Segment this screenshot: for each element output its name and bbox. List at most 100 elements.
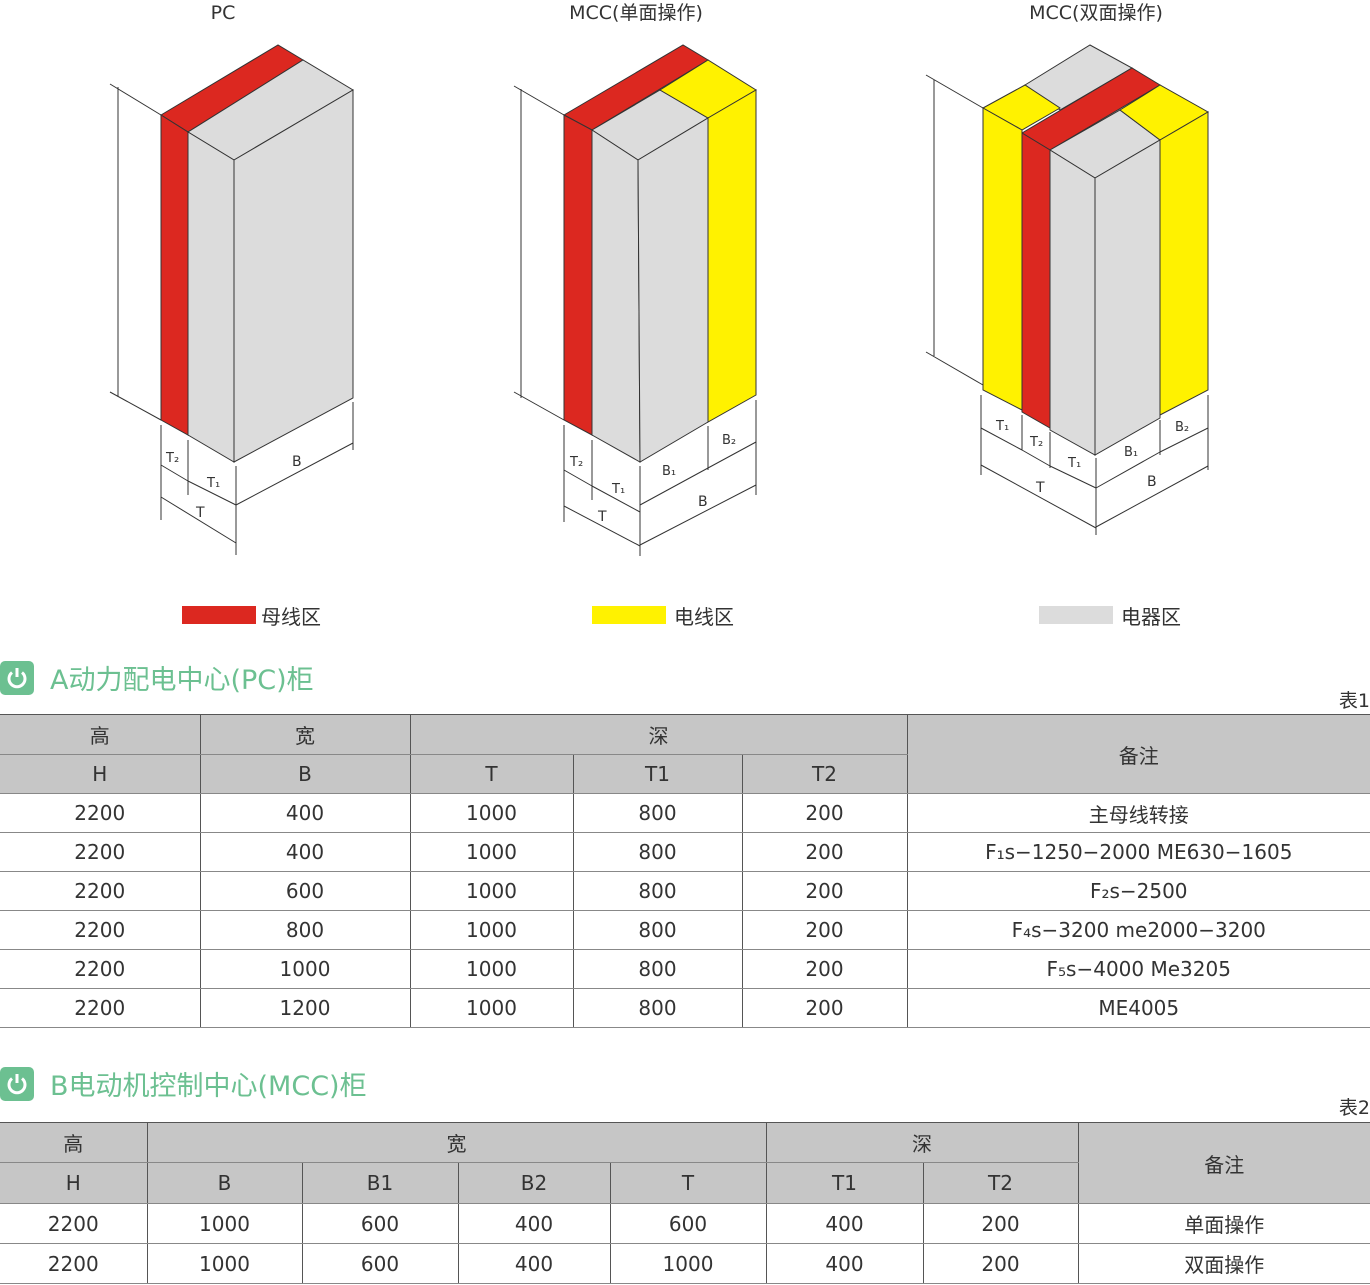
label-b1: B₁ bbox=[1124, 445, 1138, 460]
table-cell: 800 bbox=[199, 910, 410, 950]
table-cell: 1000 bbox=[199, 949, 410, 989]
table-cell: 1000 bbox=[409, 871, 573, 911]
power-icon bbox=[0, 660, 34, 695]
table-cell: F₂s−2500 bbox=[906, 871, 1370, 911]
header-depth: 深 bbox=[409, 714, 907, 755]
table-cell: 400 bbox=[765, 1203, 923, 1244]
table-cell: 200 bbox=[741, 949, 907, 989]
header-t: T bbox=[609, 1162, 766, 1204]
cabinet-mcc-double: T₁ T₂ T₁ T B₁ B₂ B bbox=[925, 44, 1210, 535]
table-row: 2200 1000 600 400 600 400 200 单面操作 bbox=[0, 1203, 1370, 1244]
label-b1: B₁ bbox=[662, 464, 676, 479]
table-cell: 200 bbox=[741, 793, 907, 833]
title-pc: PC bbox=[211, 2, 236, 24]
table-cell: 2200 bbox=[0, 1203, 147, 1244]
table-cell: 2200 bbox=[0, 949, 200, 989]
label-t: T bbox=[597, 509, 607, 525]
table-cell: 1000 bbox=[409, 988, 573, 1028]
label-b2: B₂ bbox=[1175, 420, 1189, 435]
table-cell: 2200 bbox=[0, 871, 200, 911]
table-cell: 600 bbox=[609, 1203, 766, 1244]
table-row: 2200 1200 1000 800 200 ME4005 bbox=[0, 988, 1370, 1028]
label-t1: T₁ bbox=[1067, 456, 1081, 471]
table-row: 2200 600 1000 800 200 F₂s−2500 bbox=[0, 871, 1370, 911]
table-cell: 600 bbox=[301, 1243, 458, 1284]
header-width: 宽 bbox=[146, 1122, 766, 1163]
header-width: 宽 bbox=[199, 714, 410, 755]
table-cell: 200 bbox=[741, 988, 907, 1028]
table-cell: 1200 bbox=[199, 988, 410, 1028]
table-cell: 200 bbox=[922, 1243, 1078, 1284]
table-cell: 400 bbox=[457, 1243, 610, 1284]
power-icon bbox=[0, 1066, 34, 1101]
cabinet-pc: T₂ T₁ T B bbox=[109, 44, 354, 555]
table-mcc: 高 宽 深 备注 H B B1 B2 T T1 T2 2200 1000 600 40… bbox=[0, 1122, 1370, 1284]
table-cell: 2200 bbox=[0, 1243, 147, 1284]
title-mcc-double: MCC(双面操作) bbox=[1029, 2, 1163, 24]
table-cell: 1000 bbox=[146, 1203, 302, 1244]
table-cell: 1000 bbox=[409, 949, 573, 989]
table-cell: 双面操作 bbox=[1077, 1243, 1370, 1284]
legend: 母线区 电线区 电器区 bbox=[182, 605, 1181, 629]
legend-swatch-busbar bbox=[182, 606, 256, 624]
table-cell: 2200 bbox=[0, 988, 200, 1028]
table-cell: 2200 bbox=[0, 793, 200, 833]
header-h: H bbox=[0, 754, 200, 794]
legend-swatch-cable bbox=[592, 606, 666, 624]
header-b: B bbox=[146, 1162, 302, 1204]
table-cell: 1000 bbox=[409, 910, 573, 950]
header-remarks: 备注 bbox=[1077, 1122, 1370, 1204]
label-t: T bbox=[1035, 480, 1045, 496]
table-cell: 1000 bbox=[409, 793, 573, 833]
header-b2: B2 bbox=[457, 1162, 610, 1204]
header-t2: T2 bbox=[741, 754, 907, 794]
header-b1: B1 bbox=[301, 1162, 458, 1204]
section-a-heading: A动力配电中心(PC)柜 bbox=[0, 658, 314, 697]
table-cell: 1000 bbox=[146, 1243, 302, 1284]
header-height: 高 bbox=[0, 714, 200, 755]
table-row: 2200 1000 1000 800 200 F₅s−4000 Me3205 bbox=[0, 949, 1370, 989]
table-cell: 200 bbox=[922, 1203, 1078, 1244]
header-remarks: 备注 bbox=[906, 714, 1370, 794]
legend-label-apparatus: 电器区 bbox=[1121, 605, 1181, 629]
table-cell: 2200 bbox=[0, 910, 200, 950]
table-cell: 800 bbox=[572, 949, 742, 989]
table-cell: 2200 bbox=[0, 832, 200, 872]
table-row: 2200 800 1000 800 200 F₄s−3200 me2000−3200 bbox=[0, 910, 1370, 950]
table-cell: 400 bbox=[457, 1203, 610, 1244]
label-b: B bbox=[698, 494, 708, 510]
table-cell: 800 bbox=[572, 910, 742, 950]
table-cell: 400 bbox=[199, 832, 410, 872]
table-cell: 400 bbox=[765, 1243, 923, 1284]
label-t1: T₁ bbox=[995, 419, 1009, 434]
header-height: 高 bbox=[0, 1122, 147, 1163]
table-1-number: 表1 bbox=[1338, 690, 1370, 712]
header-t: T bbox=[409, 754, 573, 794]
section-b-heading: B电动机控制中心(MCC)柜 bbox=[0, 1064, 367, 1103]
table-cell: 200 bbox=[741, 871, 907, 911]
table-row: 2200 1000 600 400 1000 400 200 双面操作 bbox=[0, 1243, 1370, 1284]
header-depth: 深 bbox=[765, 1122, 1078, 1163]
label-b: B bbox=[1147, 474, 1157, 490]
title-mcc-single: MCC(单面操作) bbox=[569, 2, 703, 24]
header-t1: T1 bbox=[572, 754, 742, 794]
table-cell: 800 bbox=[572, 832, 742, 872]
header-t2: T2 bbox=[922, 1162, 1078, 1204]
cabinet-diagram: PC MCC(单面操作) MCC(双面操作) T₂ T₁ T B T₂ T₁ T… bbox=[109, 2, 1210, 629]
table-cell: 200 bbox=[741, 832, 907, 872]
header-b: B bbox=[199, 754, 410, 794]
header-h: H bbox=[0, 1162, 147, 1204]
label-t: T bbox=[195, 505, 205, 521]
table-cell: 200 bbox=[741, 910, 907, 950]
legend-label-busbar: 母线区 bbox=[261, 605, 321, 629]
table-cell: 800 bbox=[572, 793, 742, 833]
table-cell: 800 bbox=[572, 871, 742, 911]
header-t1: T1 bbox=[765, 1162, 923, 1204]
label-b: B bbox=[292, 454, 302, 470]
table-cell: 400 bbox=[199, 793, 410, 833]
label-t2: T₂ bbox=[165, 451, 179, 466]
label-t1: T₁ bbox=[611, 482, 625, 497]
table-cell: F₄s−3200 me2000−3200 bbox=[906, 910, 1370, 950]
table-cell: 1000 bbox=[609, 1243, 766, 1284]
table-row: 2200 400 1000 800 200 F₁s−1250−2000 ME630−160… bbox=[0, 832, 1370, 872]
